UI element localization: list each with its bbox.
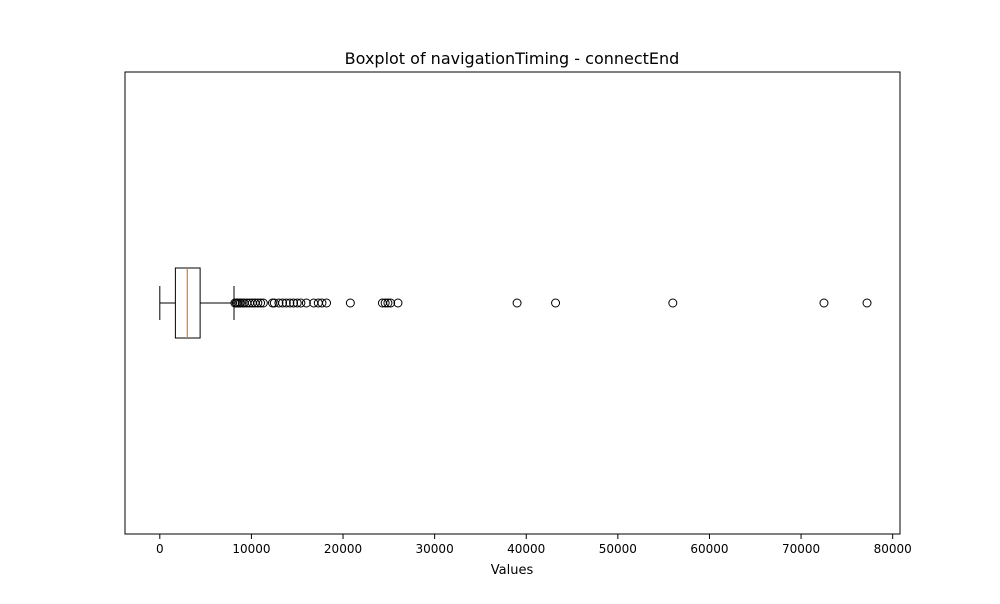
outlier-point — [301, 298, 311, 308]
x-tick-label: 60000 — [690, 542, 728, 556]
x-tick-label: 0 — [156, 542, 164, 556]
chart-title: Boxplot of navigationTiming - connectEnd — [345, 49, 680, 68]
outlier-point — [269, 298, 279, 308]
outlier-point — [285, 298, 295, 308]
outlier-point — [345, 298, 355, 308]
outlier-point — [386, 298, 396, 308]
outlier-point — [380, 298, 390, 308]
outlier-point — [281, 298, 291, 308]
x-tick-label: 50000 — [599, 542, 637, 556]
outlier-point — [819, 298, 829, 308]
x-tick-label: 70000 — [782, 542, 820, 556]
outlier-point — [253, 298, 263, 308]
outlier-point — [322, 298, 332, 308]
x-tick-label: 80000 — [874, 542, 912, 556]
outlier-point — [258, 298, 268, 308]
x-tick-label: 40000 — [507, 542, 545, 556]
outlier-point — [309, 298, 319, 308]
outlier-point — [512, 298, 522, 308]
x-axis-label: Values — [491, 563, 534, 578]
x-tick-label: 10000 — [232, 542, 270, 556]
x-tick-label: 20000 — [324, 542, 362, 556]
outlier-point — [278, 298, 288, 308]
outlier-point — [668, 298, 678, 308]
x-tick-label: 30000 — [416, 542, 454, 556]
outlier-point — [551, 298, 561, 308]
outlier-point — [256, 298, 266, 308]
plot-area: 0 10000 20000 30000 40000 50000 60000 70000 8000… — [124, 71, 912, 556]
outlier-point — [383, 298, 393, 308]
outlier-point — [289, 298, 299, 308]
outlier-point — [296, 298, 306, 308]
outlier-point — [862, 298, 872, 308]
outlier-point — [274, 298, 284, 308]
plot-frame — [124, 71, 901, 535]
outlier-point — [317, 298, 327, 308]
outlier-point — [393, 298, 403, 308]
outlier-point — [292, 298, 302, 308]
